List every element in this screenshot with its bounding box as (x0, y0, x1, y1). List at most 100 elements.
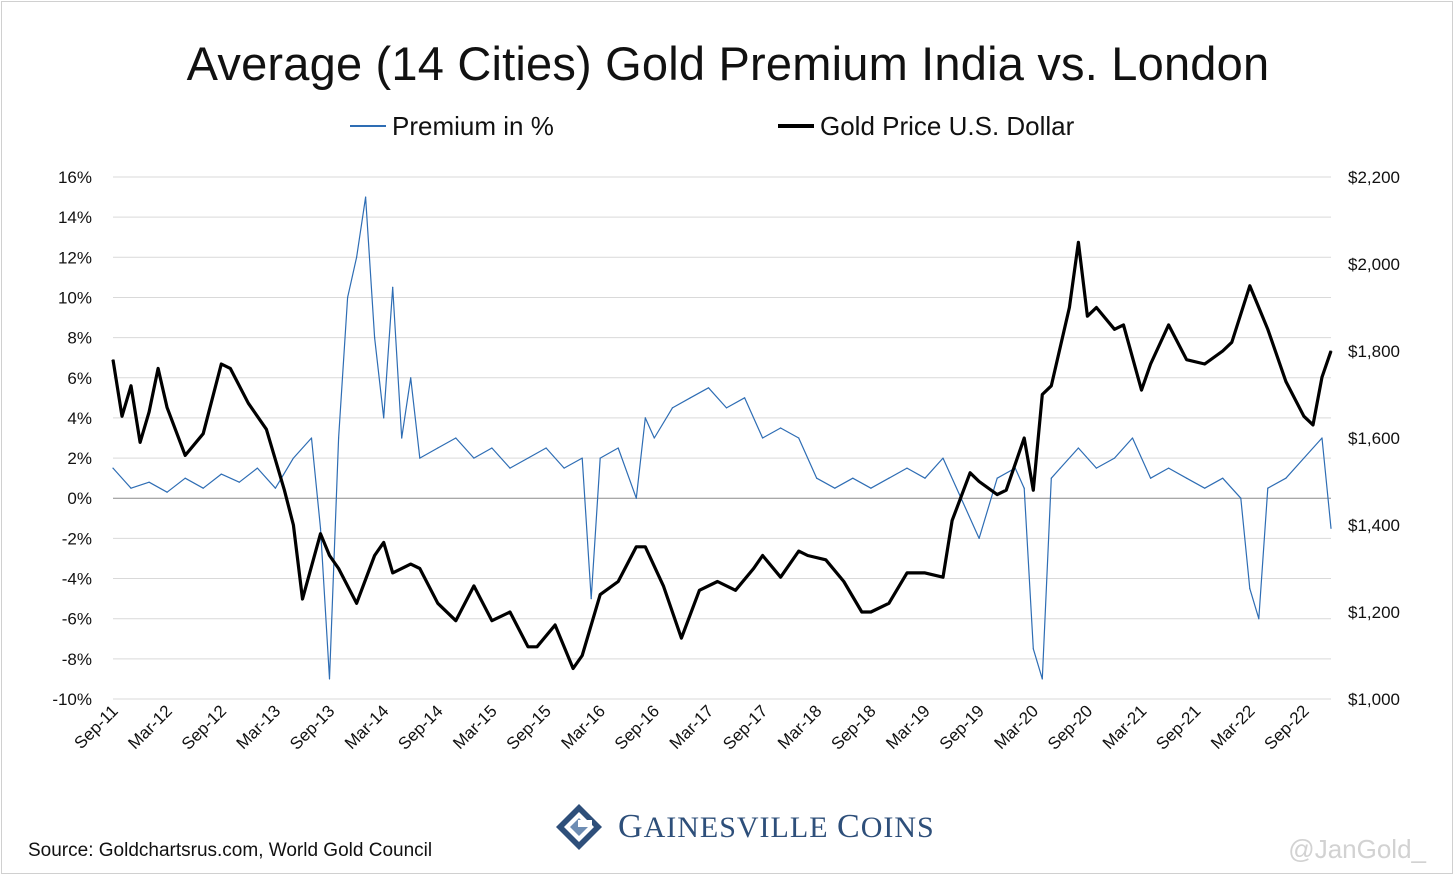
gold-price-series-point (698, 589, 701, 591)
premium-series-point (274, 487, 276, 489)
x-tick-label: Sep-22 (1261, 701, 1313, 753)
gold-price-series-point (319, 533, 322, 535)
premium-series-point (1059, 467, 1061, 469)
gold-price-series-point (888, 602, 890, 604)
gold-price-series-point (734, 589, 737, 591)
premium-series-point (130, 487, 132, 489)
y-left-tick-label: 8% (67, 329, 92, 348)
gold-price-series-point (617, 580, 619, 583)
gold-price-series-point (807, 554, 809, 557)
premium-series-point (166, 491, 168, 493)
y-right-tick-label: $1,000 (1348, 690, 1400, 709)
gold-price-series-point (951, 520, 953, 522)
premium-series-point (1321, 437, 1323, 439)
x-tick-label: Sep-16 (611, 701, 663, 753)
gold-price-series-point (509, 611, 511, 613)
gold-price-series-point (581, 654, 583, 657)
premium-series-point (744, 397, 746, 399)
gold-price-series-point (455, 620, 457, 622)
gold-price-series-point (1330, 350, 1332, 352)
gold-price-series-point (554, 624, 556, 626)
gold-price-series-point (536, 646, 538, 648)
premium-series-point (1285, 477, 1287, 479)
gold-price-series-point (491, 620, 493, 622)
premium-series-point (256, 467, 258, 469)
y-left-tick-label: 2% (67, 449, 92, 468)
gold-price-series-point (798, 550, 800, 552)
premium-series-point (725, 407, 728, 409)
premium-series-point (319, 527, 322, 529)
premium-series-point (545, 447, 547, 449)
premium-series-point (1041, 678, 1043, 680)
premium-series-point (202, 487, 204, 489)
premium-series-point (888, 477, 890, 479)
premium-series-point (1222, 477, 1224, 479)
premium-series-point (590, 598, 592, 600)
gold-price-series-point (716, 580, 719, 583)
x-tick-label: Sep-14 (394, 701, 446, 753)
gainesville-coins-logo-icon (556, 804, 602, 850)
premium-series-line (112, 196, 1332, 680)
gold-price-series-point (328, 554, 331, 557)
gold-price-series-point (112, 359, 114, 361)
premium-series-point (383, 417, 385, 419)
premium-series-point (1186, 477, 1188, 479)
gold-price-series-point (527, 646, 529, 648)
premium-series-point (780, 427, 782, 429)
premium-series-point (1249, 588, 1251, 590)
gold-price-series-point (1113, 328, 1116, 330)
gold-price-series-point (572, 667, 574, 670)
brand-name: GAINESVILLE COINS (618, 808, 935, 845)
legend-gold-swatch (778, 124, 814, 128)
premium-series-point (1095, 467, 1097, 469)
y-left-tick-label: 16% (58, 168, 92, 187)
gold-price-series-point (383, 541, 385, 544)
gold-price-series-point (338, 567, 340, 570)
y-left-tick-label: -6% (62, 610, 92, 629)
legend-premium: Premium in % (350, 110, 554, 142)
y-left-tick-label: 6% (67, 369, 92, 388)
gold-price-series-point (1005, 489, 1007, 491)
gold-price-series-point (356, 602, 358, 604)
premium-series-point (401, 437, 403, 439)
gold-price-series-point (121, 415, 123, 417)
x-tick-label: Sep-17 (719, 701, 771, 753)
premium-series-point (527, 457, 529, 459)
y-left-tick-label: 10% (58, 288, 92, 307)
y-left-tick-label: 4% (67, 409, 92, 428)
x-tick-label: Sep-21 (1152, 701, 1204, 753)
premium-series-point (707, 387, 710, 389)
x-tick-label: Mar-14 (341, 701, 393, 753)
y-left-tick-label: 0% (67, 489, 92, 508)
gold-price-series-point (166, 407, 168, 409)
premium-series-point (338, 437, 340, 439)
gold-price-series-point (229, 367, 231, 369)
x-tick-label: Sep-20 (1044, 701, 1096, 753)
premium-series-point (365, 196, 367, 198)
premium-series-point (419, 457, 421, 459)
premium-series-point (599, 457, 601, 459)
gold-price-series-point (202, 433, 204, 435)
x-tick-label: Sep-18 (827, 701, 879, 753)
premium-series-point (473, 457, 475, 459)
gold-price-series-point (1312, 424, 1314, 426)
x-tick-label: Mar-13 (233, 701, 285, 753)
premium-series-point (563, 467, 565, 469)
premium-series-point (1168, 467, 1170, 469)
gold-price-series-point (374, 554, 376, 557)
gold-price-series-point (1204, 363, 1206, 365)
y-left-tick-label: -10% (52, 690, 92, 709)
premium-series-point (112, 467, 114, 469)
x-tick-label: Mar-18 (774, 701, 826, 753)
y-left-tick-label: -4% (62, 570, 92, 589)
premium-series-point (356, 256, 358, 258)
premium-series-point (491, 447, 493, 449)
x-tick-label: Mar-20 (991, 701, 1043, 753)
premium-series-point (924, 477, 926, 479)
gold-price-series-point (1186, 359, 1188, 361)
premium-series-point (671, 407, 674, 409)
premium-series-point (1131, 437, 1134, 439)
gold-price-series-point (247, 402, 249, 404)
x-tick-label: Mar-19 (882, 701, 934, 753)
